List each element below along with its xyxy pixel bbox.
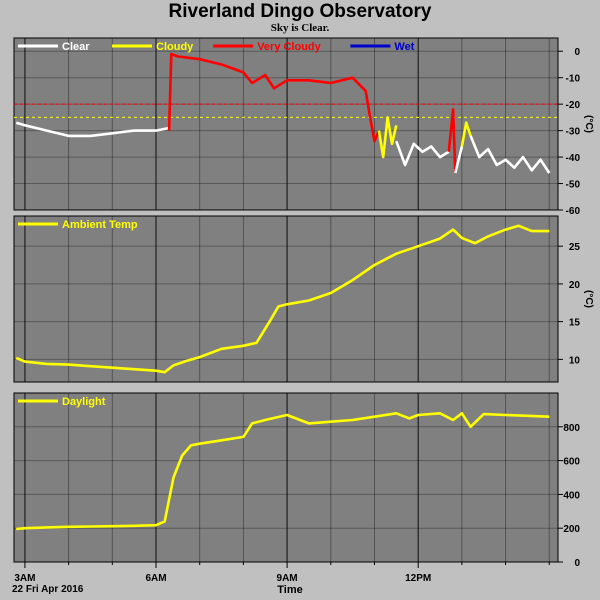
y-tick-label: 15 [569,318,581,329]
legend-label: Ambient Temp [62,219,138,231]
y-tick-label: -40 [566,153,581,164]
y-tick-label: -60 [566,206,581,217]
y-axis-label: (°C) [583,290,594,308]
legend-label: Cloudy [156,41,194,53]
sky-temp-segment-clear [454,146,464,174]
y-tick-label: 25 [569,242,581,253]
sky-temp-segment-clear [469,135,551,174]
legend-label: Very Cloudy [257,41,321,53]
y-tick-label: -30 [566,127,581,138]
x-tick-label: 12PM [405,573,431,584]
date-label: 22 Fri Apr 2016 [12,584,84,595]
legend-label: Clear [62,41,90,53]
series-ambient-temp [15,224,550,374]
panel-ambient-temperature [13,215,559,383]
sky-temp-segment-clear [395,140,450,167]
panel-daylight [13,392,559,563]
y-axis-label: (°C) [583,115,594,133]
y-tick-label: -50 [566,180,581,191]
y-tick-label: 20 [569,280,581,291]
sky-temp-segment-clear [15,121,170,138]
sky-temp-segment-very-cloudy [447,108,457,174]
y-tick-label: 600 [563,457,580,468]
sky-temp-segment-cloudy [377,116,398,159]
series-daylight [16,411,550,531]
x-tick-label: 3AM [14,573,35,584]
y-tick-label: 400 [563,490,580,501]
y-tick-label: -20 [566,100,581,111]
y-tick-label: 200 [563,524,580,535]
x-tick-label: 9AM [277,573,298,584]
sky-temp-segment-cloudy [460,121,472,147]
y-tick-label: -10 [566,74,581,85]
panel-sky-temperature [13,37,559,211]
y-tick-label: 0 [574,558,580,569]
y-tick-label: 10 [569,355,581,366]
legend-label: Daylight [62,396,106,408]
sky-temp-segment-very-cloudy [167,52,381,143]
sky-status-subtitle: Sky is Clear. [270,22,330,34]
x-tick-label: 6AM [145,573,166,584]
legend-label: Wet [394,41,414,53]
y-tick-label: 800 [563,423,580,434]
page-title: Riverland Dingo Observatory [168,1,432,22]
x-axis-title: Time [277,584,303,596]
y-tick-label: 0 [574,47,580,58]
